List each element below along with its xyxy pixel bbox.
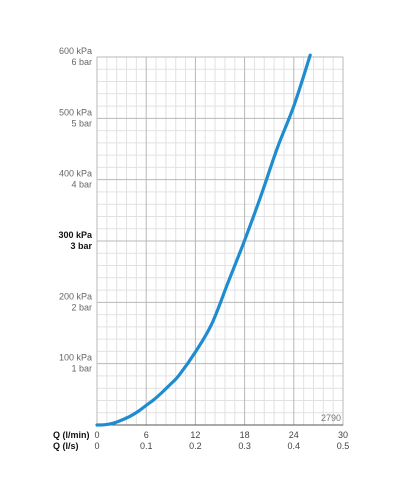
x-axis-label-lmin: Q (l/min): [53, 430, 90, 440]
y-tick-label-bar: 6 bar: [71, 57, 92, 67]
x-axis-label-ls: Q (l/s): [53, 441, 79, 451]
y-tick-label-kpa: 200 kPa: [59, 291, 92, 301]
pressure-flow-curve: [95, 53, 312, 427]
x-tick-label-lmin: 0: [94, 430, 99, 440]
y-tick-label-bar: 3 bar: [70, 241, 92, 251]
x-tick-label-ls: 0: [94, 441, 99, 451]
y-tick-label-kpa: 300 kPa: [58, 230, 93, 240]
x-tick-label-ls: 0.3: [238, 441, 251, 451]
x-tick-label-lmin: 6: [144, 430, 149, 440]
y-tick-label-bar: 4 bar: [71, 180, 92, 190]
x-tick-label-ls: 0.1: [140, 441, 153, 451]
x-tick-label-ls: 0.4: [288, 441, 301, 451]
x-tick-label-lmin: 12: [190, 430, 200, 440]
x-tick-label-lmin: 24: [289, 430, 299, 440]
x-tick-label-ls: 0.5: [337, 441, 350, 451]
y-tick-label-kpa: 500 kPa: [59, 107, 92, 117]
y-tick-label-bar: 1 bar: [71, 364, 92, 374]
y-tick-label-kpa: 600 kPa: [59, 46, 92, 56]
y-tick-label-kpa: 100 kPa: [59, 353, 92, 363]
y-tick-label-bar: 5 bar: [71, 118, 92, 128]
x-tick-label-lmin: 30: [338, 430, 348, 440]
series-layer: [95, 53, 312, 427]
x-tick-label-ls: 0.2: [189, 441, 202, 451]
y-tick-label-bar: 2 bar: [71, 302, 92, 312]
major-grid: [97, 57, 343, 425]
product-code: 2790: [321, 413, 341, 423]
y-tick-label-kpa: 400 kPa: [59, 169, 92, 179]
x-tick-labels: 00 60.1 120.2 180.3 240.4 300.5: [94, 430, 349, 451]
x-tick-label-lmin: 18: [240, 430, 250, 440]
